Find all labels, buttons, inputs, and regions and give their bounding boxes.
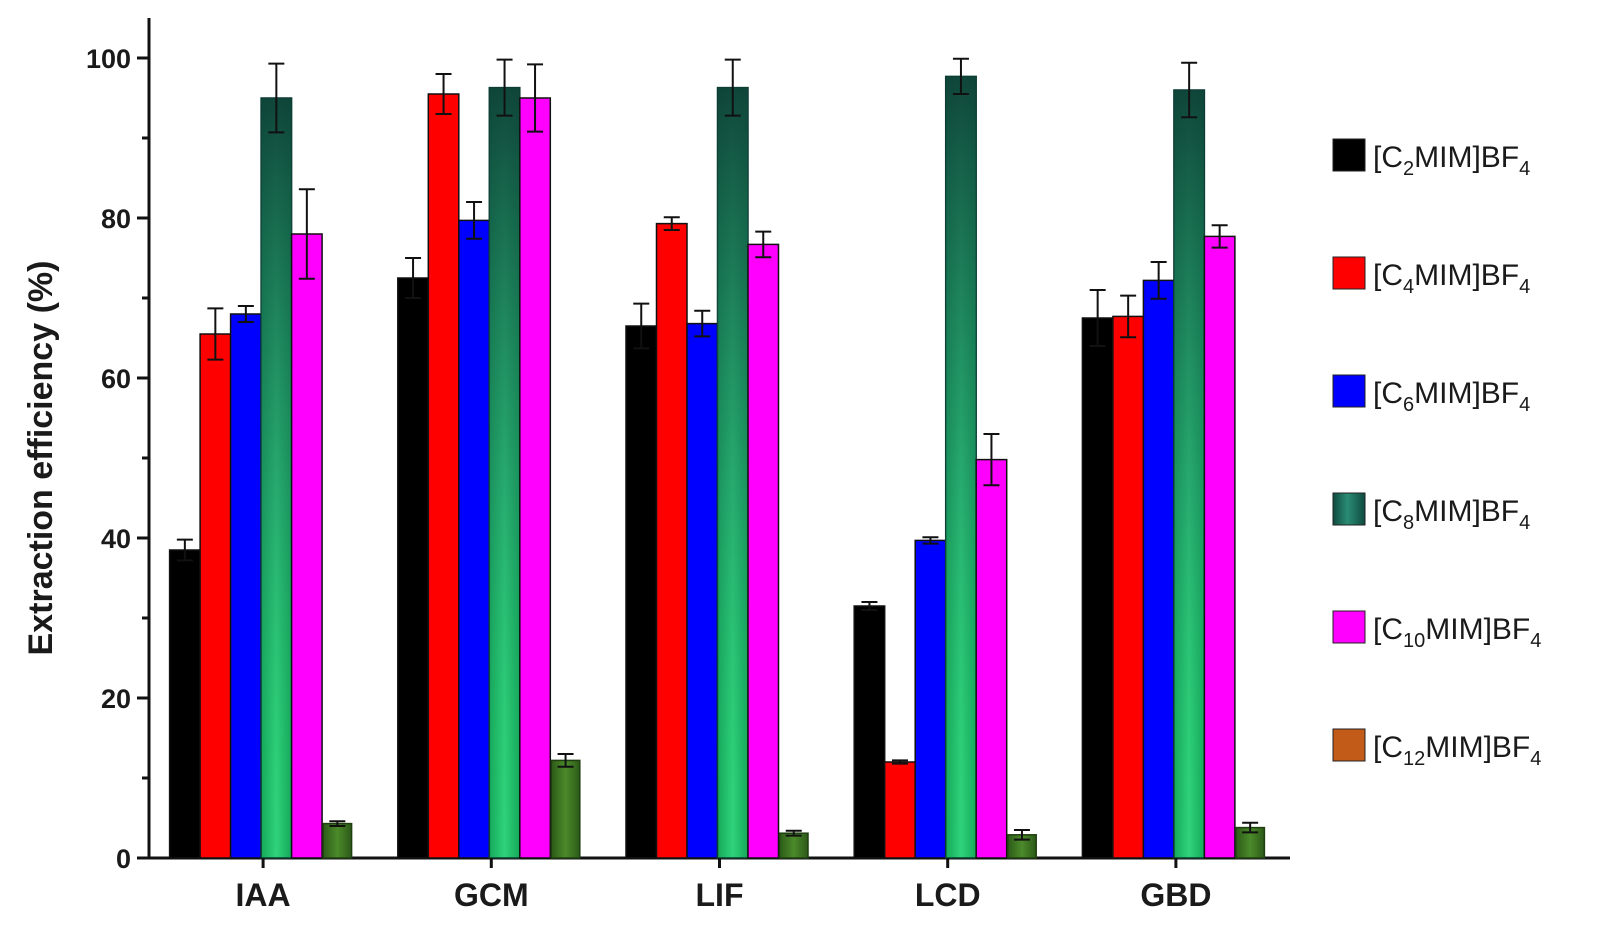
bar-shade [717,87,748,859]
bar [229,313,262,859]
x-tick-label: LIF [696,877,744,913]
legend-label: [C6MIM]BF4 [1373,377,1530,416]
legend-swatch [1332,610,1366,644]
legend-label: [C2MIM]BF4 [1373,141,1530,180]
bar-group [1112,294,1145,859]
bar [747,243,780,859]
bar [914,539,947,859]
bar-group [1235,821,1266,859]
legend-label: [C8MIM]BF4 [1373,495,1530,534]
y-tick-label: 80 [101,204,131,234]
bar [1112,315,1145,859]
bar-group [655,216,688,859]
bar [853,605,886,859]
bar-group [975,433,1008,859]
bar [1081,317,1114,859]
bar [458,219,491,859]
bar [290,233,323,859]
y-tick-label: 60 [101,364,131,394]
legend-swatch [1332,256,1366,290]
bar-shade [261,98,292,858]
bar-group [625,302,658,859]
legend: [C2MIM]BF4 [C4MIM]BF4 [C6MIM]BF4 [C8MIM]BF4… [1332,138,1541,770]
bar-group [716,58,749,859]
bar [655,222,688,859]
bar-group [1006,829,1037,859]
legend-swatch [1332,492,1366,526]
legend-label: [C10MIM]BF4 [1373,613,1541,652]
legend-label: [C4MIM]BF4 [1373,259,1530,298]
bar-group [747,230,780,859]
bar [322,822,353,859]
bar-group [1173,61,1206,859]
bar-group [427,73,460,859]
bar-group [397,257,430,859]
bar-group [778,829,809,859]
bar-group [168,538,201,859]
bar [625,325,658,859]
bar-group [290,188,323,859]
bar [397,277,430,859]
bar-group [488,58,521,859]
bar-group [883,759,916,859]
y-tick-label: 20 [101,684,131,714]
bar-shade [945,76,977,858]
bar [686,322,719,859]
bar [550,759,581,859]
bar [883,761,916,859]
bar-shade [489,87,520,859]
bar-group [458,201,491,859]
y-tick-label: 0 [116,844,131,874]
bar-group [1142,261,1175,859]
legend-swatch [1332,728,1366,762]
x-tick-label: GCM [454,877,529,913]
legend-swatch [1332,374,1366,408]
bar [1142,279,1175,859]
bar-group [519,63,552,859]
bar-group [686,309,719,859]
bar-group [550,753,581,859]
bar [519,97,552,859]
y-tick-label: 40 [101,524,131,554]
legend-label: [C12MIM]BF4 [1373,731,1541,770]
bar [975,458,1008,859]
y-axis-title: Extraction efficiency (%) [22,261,60,656]
bar-shade [1173,90,1205,858]
bar-group [853,601,886,859]
legend-swatch [1332,138,1366,172]
bar-group [914,536,947,859]
bar-group [229,305,262,859]
plot-area: 0 20 40 60 80 100 Extraction efficiency (%) IAA… [22,18,1290,913]
x-tick-label: GBD [1140,877,1211,913]
bar [1203,235,1236,859]
bar-group [1203,224,1236,859]
bar [778,832,809,859]
y-tick-label: 100 [86,44,131,74]
bar-group [260,62,293,859]
x-tick-label: IAA [236,877,291,913]
x-tick-label: LCD [915,877,981,913]
bar [427,93,460,859]
bar-group [322,820,353,859]
bar [199,333,232,859]
bar-group [944,57,977,859]
bar-group [199,307,232,859]
bar-group [1081,289,1114,859]
bar [168,549,201,859]
